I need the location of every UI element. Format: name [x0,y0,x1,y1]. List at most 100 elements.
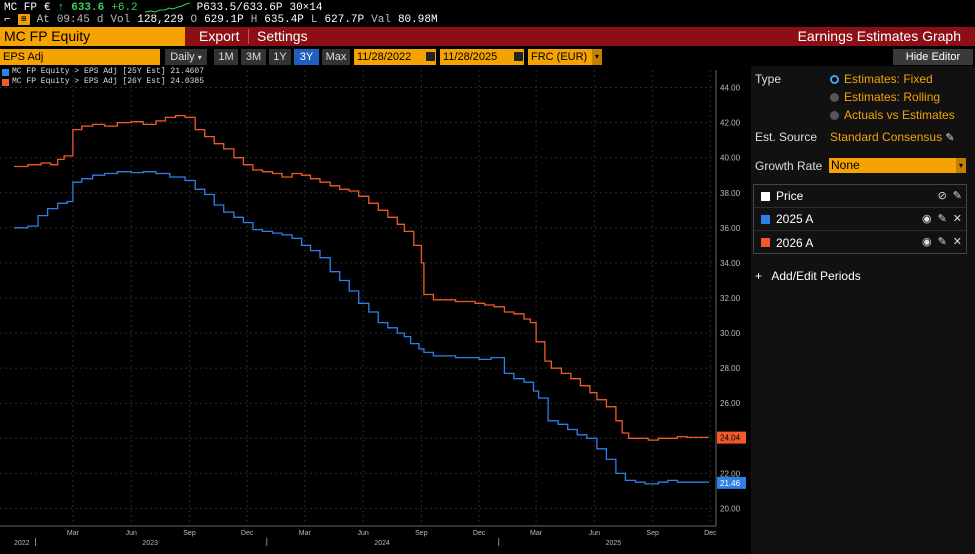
series-actions: ◉ ✎ ✕ [922,235,962,248]
quote-row-2: ⌐ ⊞ At 09:45 d Vol 128,229 O 629.1P H 63… [4,13,438,26]
quote-volume: 128,229 [137,13,184,26]
y-tick-label: 40.00 [720,154,741,163]
end-date-value: 11/28/2025 [443,51,498,63]
x-tick-label: Dec [473,530,486,537]
start-date-field[interactable]: 11/28/2022 [354,49,436,65]
range-button-1m[interactable]: 1M [214,49,238,65]
radio-selected-icon [830,74,839,84]
x-year-label: 2022 [14,540,30,547]
eye-hidden-icon[interactable]: ⊘ [937,190,947,202]
radio-estimates-rolling[interactable]: Estimates: Rolling [830,89,940,105]
close-icon[interactable]: ✕ [952,213,962,225]
range-button-3y[interactable]: 3Y [294,49,319,65]
x-year-label: 2023 [142,540,158,547]
chevron-down-icon: ▾ [956,158,966,173]
quote-time: 09:45 [56,13,90,26]
growth-rate-dropdown[interactable]: None ▾ [829,158,966,173]
metric-select[interactable]: EPS Adj [0,49,160,65]
pencil-icon[interactable]: ✎ [952,190,962,202]
type-label: Type [755,72,782,86]
series-actions: ◉ ✎ ✕ [922,212,962,225]
series-swatch [761,191,770,201]
legend-swatch-2026 [2,78,9,86]
y-tick-label: 20.00 [720,504,741,513]
pencil-icon[interactable]: ✎ [937,236,947,248]
vol-label: Vol [110,13,131,26]
legend-item[interactable]: MC FP Equity > EPS Adj [26Y Est] 24.0385 [0,77,204,87]
quote-value: 80.98M [397,13,438,26]
x-tick-label: Mar [299,530,312,537]
editor-panel: Type Estimates: Fixed Estimates: Rolling… [751,66,975,554]
pencil-icon[interactable]: ✎ [945,132,955,144]
period-dropdown-label: Daily [170,51,195,63]
quote-size: 30×14 [289,1,323,14]
y-tick-label: 32.00 [720,294,741,303]
currency-dropdown[interactable]: FRC (EUR) ▾ [528,49,602,65]
chevron-down-icon: ▾ [197,53,202,62]
growth-rate-value: None [831,158,860,172]
radio-label: Actuals vs Estimates [844,108,955,122]
add-edit-periods-button[interactable]: + Add/Edit Periods [755,269,861,283]
source-label: Est. Source [755,130,818,144]
hide-editor-button[interactable]: Hide Editor [893,49,973,65]
security-ticker-field[interactable]: MC FP Equity [0,27,185,46]
x-tick-label: Sep [646,530,659,537]
val-label: Val [371,13,391,26]
settings-menu[interactable]: Settings [257,28,308,44]
series-line-2025-a [14,171,710,485]
y-tick-label: 44.00 [720,84,741,93]
radio-unselected-icon [830,110,839,120]
y-tick-label: 22.00 [720,469,741,478]
eye-icon[interactable]: ◉ [921,236,932,248]
range-button-3m[interactable]: 3M [241,49,266,65]
controls-bar: EPS Adj Daily ▾ 1M 3M 1Y 3Y Max 11/28/20… [0,49,975,65]
export-menu[interactable]: Export [199,28,240,44]
quote-row-1: MC FP € ↑ 633.6 +6.2 P633.5/633.6P 30×14 [4,1,323,14]
y-tick-label: 38.00 [720,189,741,198]
title-bar: MC FP Equity Export Settings Earnings Es… [0,27,975,46]
last-value-label: 21.46 [720,479,741,488]
function-title: Earnings Estimates Graph [797,28,961,44]
quote-ticker[interactable]: MC FP [4,1,38,14]
time-suffix: d [96,13,104,26]
y-tick-label: 42.00 [720,119,741,128]
growth-rate-label: Growth Rate [755,159,823,173]
last-value-tag [717,431,746,444]
range-button-1y[interactable]: 1Y [269,49,291,65]
last-value-tag [717,476,746,489]
eye-icon[interactable]: ◉ [921,213,932,225]
y-tick-label: 34.00 [720,259,741,268]
series-row-price[interactable]: Price ⊘ ✎ [754,185,966,208]
y-tick-label: 36.00 [720,224,741,233]
y-tick-label: 30.00 [720,329,741,338]
source-value: Standard Consensus [830,130,943,144]
period-dropdown[interactable]: Daily ▾ [165,49,207,65]
pencil-icon[interactable]: ✎ [937,213,947,225]
pin-icon: ⌐ [4,13,11,26]
exchange-icon: ⊞ [17,14,30,25]
end-date-field[interactable]: 11/28/2025 [440,49,524,65]
radio-unselected-icon [830,92,839,102]
series-row-2026[interactable]: 2026 A ◉ ✎ ✕ [754,231,966,254]
close-icon[interactable]: ✕ [952,236,962,248]
last-value-label: 24.04 [720,434,741,443]
calendar-icon[interactable] [514,52,523,61]
source-selector[interactable]: Standard Consensus ✎ [830,129,955,145]
series-line-2026-a [14,114,710,441]
series-row-2025[interactable]: 2025 A ◉ ✎ ✕ [754,208,966,231]
calendar-icon[interactable] [426,52,435,61]
y-tick-label: 26.00 [720,399,741,408]
low-label: L [310,13,318,26]
radio-estimates-fixed[interactable]: Estimates: Fixed [830,71,933,87]
x-tick-label: Sep [415,530,428,537]
menu-divider [248,29,249,44]
change-arrow-icon: ↑ [57,1,65,14]
legend-item[interactable]: MC FP Equity > EPS Adj [25Y Est] 21.4607 [0,67,204,77]
open-label: O [190,13,198,26]
sparkline-icon [144,2,190,13]
series-name: 2025 A [776,212,814,226]
series-swatch [761,238,770,247]
radio-actuals-vs-estimates[interactable]: Actuals vs Estimates [830,107,955,123]
quote-bid: P633.5 [196,1,237,14]
range-button-max[interactable]: Max [322,49,350,65]
